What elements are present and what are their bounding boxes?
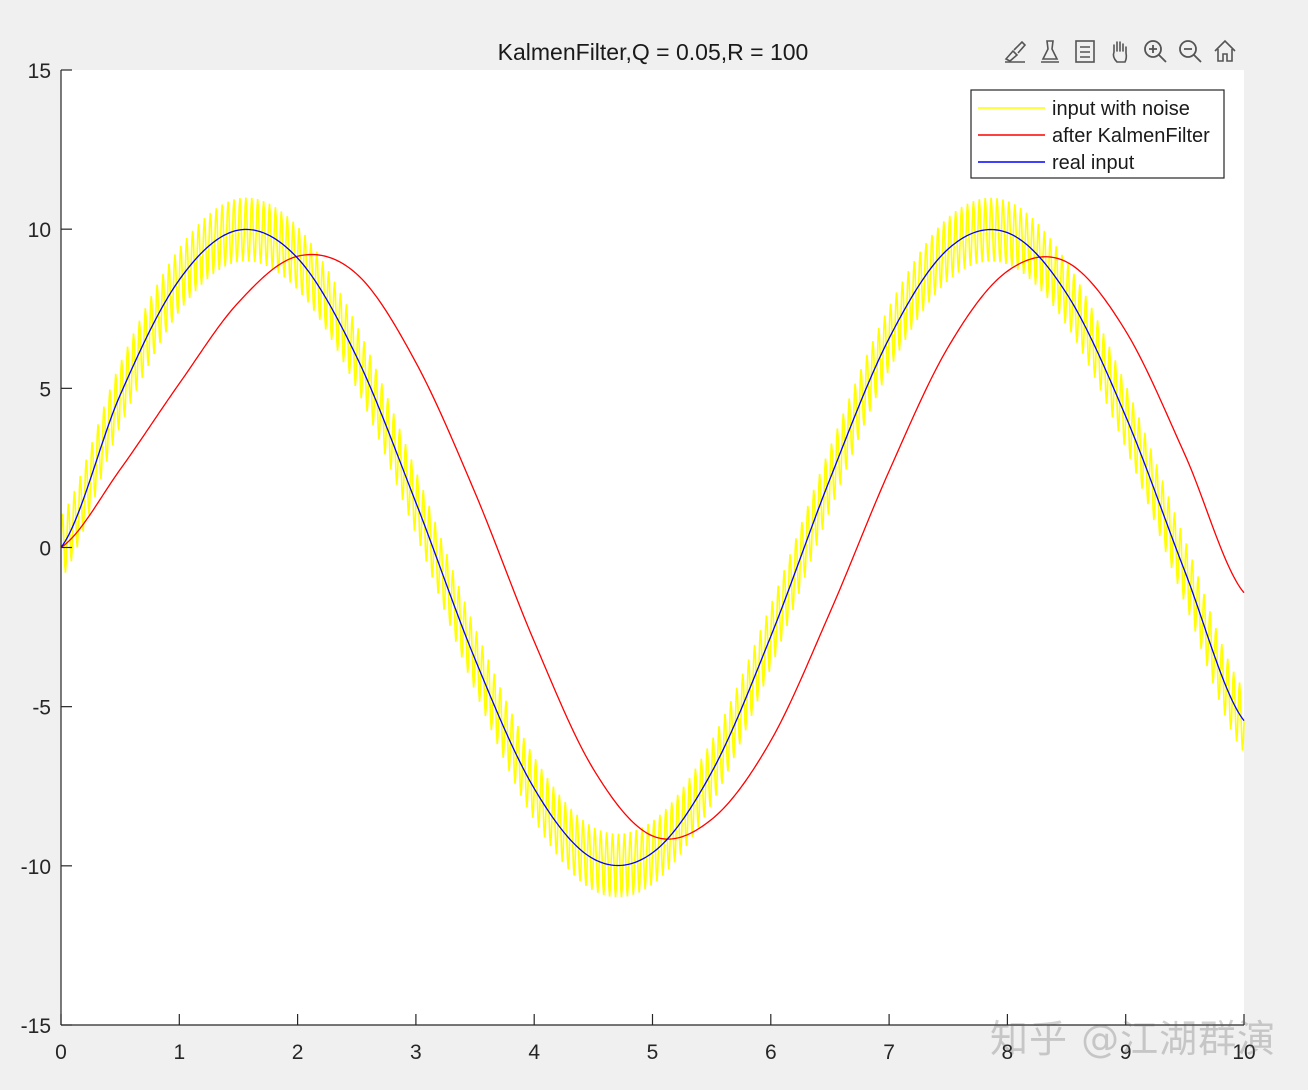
x-tick-label: 1 — [173, 1041, 185, 1064]
legend-box — [970, 89, 1225, 179]
chart-title: KalmenFilter,Q = 0.05,R = 100 — [498, 39, 809, 65]
legend-entry-label: real input — [1052, 152, 1135, 174]
y-tick-label: -10 — [21, 856, 51, 879]
x-tick-label: 7 — [883, 1041, 895, 1064]
legend-entry-label: after KalmenFilter — [1052, 125, 1210, 147]
x-tick-label: 8 — [1002, 1041, 1014, 1064]
series-line-2 — [60, 253, 1245, 840]
x-tick-label: 5 — [647, 1041, 659, 1064]
axes-toolbar — [998, 33, 1241, 69]
data-cursor-icon — [1040, 40, 1059, 63]
legend-entry-label: input with noise — [1052, 98, 1190, 120]
insert-legend-icon — [1074, 40, 1095, 63]
zoom-in-button[interactable] — [1138, 35, 1171, 68]
x-tick-label: 3 — [410, 1041, 422, 1064]
brush-button[interactable] — [998, 35, 1031, 68]
data-cursor-button[interactable] — [1033, 35, 1066, 68]
legend[interactable]: input with noise after KalmenFilter real i… — [970, 89, 1225, 179]
x-tick-label: 0 — [55, 1041, 67, 1064]
home-icon — [1213, 39, 1236, 62]
series-layer — [60, 197, 1245, 898]
zoom-out-icon — [1178, 40, 1202, 63]
x-tick-label: 4 — [528, 1041, 540, 1064]
y-tick-label: 0 — [39, 538, 51, 561]
x-tick-label: 9 — [1120, 1041, 1132, 1064]
y-tick-label: -5 — [32, 697, 51, 720]
pan-hand-icon — [1112, 41, 1127, 63]
axes-layer: 0 1 2 3 4 5 6 7 8 9 10 15 10 5 0 -5 -10 -15 — [21, 60, 1256, 1064]
y-tick-label: 15 — [28, 60, 51, 83]
home-button[interactable] — [1208, 35, 1241, 68]
zoom-in-icon — [1143, 40, 1167, 63]
series-line-3 — [60, 228, 1245, 867]
x-tick-label: 2 — [292, 1041, 304, 1064]
x-tick-label: 6 — [765, 1041, 777, 1064]
insert-legend-button[interactable] — [1068, 35, 1101, 68]
y-tick-label: 5 — [39, 378, 51, 401]
x-tick-label: 10 — [1232, 1041, 1255, 1064]
pan-hand-button[interactable] — [1103, 35, 1136, 68]
y-tick-label: -15 — [21, 1015, 51, 1038]
zoom-out-button[interactable] — [1173, 35, 1206, 68]
brush-icon — [1004, 40, 1026, 63]
y-tick-label: 10 — [28, 219, 51, 242]
